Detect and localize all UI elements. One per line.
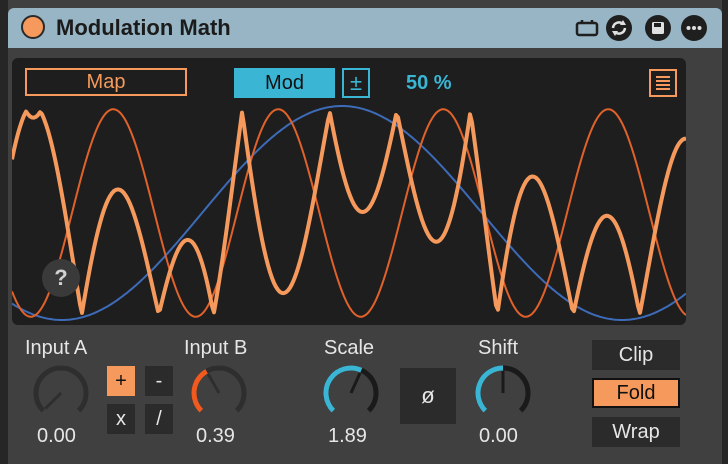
map-button[interactable]: Map	[25, 68, 187, 96]
input-b-knob[interactable]	[188, 362, 250, 424]
save-icon[interactable]	[645, 15, 671, 41]
fold-mode-button[interactable]: Fold	[592, 378, 680, 408]
bipolar-toggle[interactable]: ±	[342, 68, 370, 98]
scale-knob[interactable]	[320, 362, 382, 424]
scale-label: Scale	[324, 337, 375, 359]
right-edge	[722, 0, 728, 464]
mod-button[interactable]: Mod	[234, 68, 335, 98]
phase-invert-button[interactable]: ø	[400, 368, 456, 424]
add-operator-button[interactable]: +	[107, 366, 135, 396]
help-button[interactable]: ?	[42, 259, 80, 297]
input-a-wave	[12, 105, 686, 321]
divide-operator-button[interactable]: /	[145, 404, 173, 434]
shift-label: Shift	[478, 337, 519, 359]
input-a-knob[interactable]	[30, 362, 92, 424]
list-icon[interactable]	[649, 69, 677, 97]
left-edge	[0, 0, 8, 464]
waveform-display: Map Mod ± 50 % ?	[12, 58, 686, 325]
shift-value: 0.00	[479, 425, 518, 447]
macro-icon[interactable]	[574, 15, 600, 41]
shift-knob[interactable]	[472, 362, 534, 424]
input-a-label: Input A	[25, 337, 88, 359]
device-power-toggle[interactable]	[21, 15, 45, 39]
more-icon[interactable]	[681, 15, 707, 41]
input-b-wave	[12, 108, 686, 318]
output-wave	[12, 109, 686, 315]
waveform-plot	[12, 105, 686, 321]
device-title: Modulation Math	[56, 15, 231, 40]
swap-icon[interactable]	[606, 15, 632, 41]
clip-mode-button[interactable]: Clip	[592, 340, 680, 370]
input-b-label: Input B	[184, 337, 248, 359]
multiply-operator-button[interactable]: x	[107, 404, 135, 434]
wrap-mode-button[interactable]: Wrap	[592, 417, 680, 447]
title-bar[interactable]: Modulation Math	[8, 8, 722, 48]
mod-amount[interactable]: 50 %	[406, 72, 452, 94]
subtract-operator-button[interactable]: -	[145, 366, 173, 396]
input-a-value: 0.00	[37, 425, 76, 447]
input-b-value: 0.39	[196, 425, 235, 447]
scale-value: 1.89	[328, 425, 367, 447]
